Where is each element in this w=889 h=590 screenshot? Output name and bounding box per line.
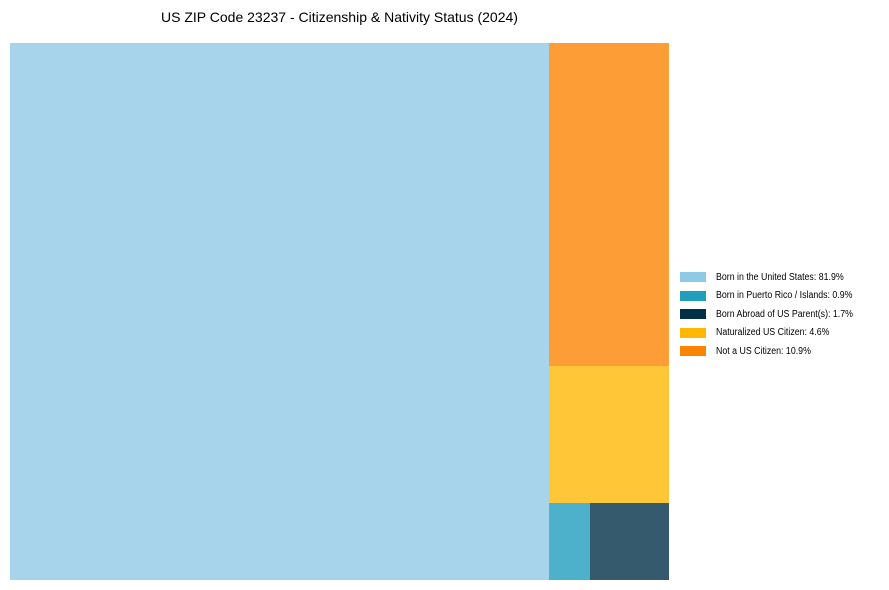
legend-label: Born Abroad of US Parent(s): 1.7% xyxy=(716,308,853,320)
tile-born-in-us xyxy=(10,43,549,580)
legend-item-not-citizen: Not a US Citizen: 10.9% xyxy=(680,342,872,361)
chart-title: US ZIP Code 23237 - Citizenship & Nativi… xyxy=(161,9,518,25)
legend: Born in the United States: 81.9% Born in… xyxy=(680,268,872,361)
legend-item-born-abroad: Born Abroad of US Parent(s): 1.7% xyxy=(680,305,872,324)
tile-born-abroad-us-parents xyxy=(590,503,669,580)
legend-item-naturalized: Naturalized US Citizen: 4.6% xyxy=(680,324,872,343)
legend-swatch xyxy=(680,327,706,338)
legend-swatch xyxy=(680,272,706,283)
legend-item-born-puerto-rico: Born in Puerto Rico / Islands: 0.9% xyxy=(680,287,872,306)
legend-label: Naturalized US Citizen: 4.6% xyxy=(716,327,830,339)
treemap-plot xyxy=(10,43,669,580)
legend-label: Born in the United States: 81.9% xyxy=(716,271,844,283)
legend-swatch xyxy=(680,346,706,357)
tile-naturalized xyxy=(549,366,669,503)
legend-swatch xyxy=(680,290,706,301)
legend-swatch xyxy=(680,309,706,320)
tile-born-puerto-rico xyxy=(549,503,590,580)
legend-label: Not a US Citizen: 10.9% xyxy=(716,345,811,357)
legend-item-born-in-us: Born in the United States: 81.9% xyxy=(680,268,872,287)
legend-label: Born in Puerto Rico / Islands: 0.9% xyxy=(716,290,853,302)
tile-not-us-citizen xyxy=(549,43,669,366)
